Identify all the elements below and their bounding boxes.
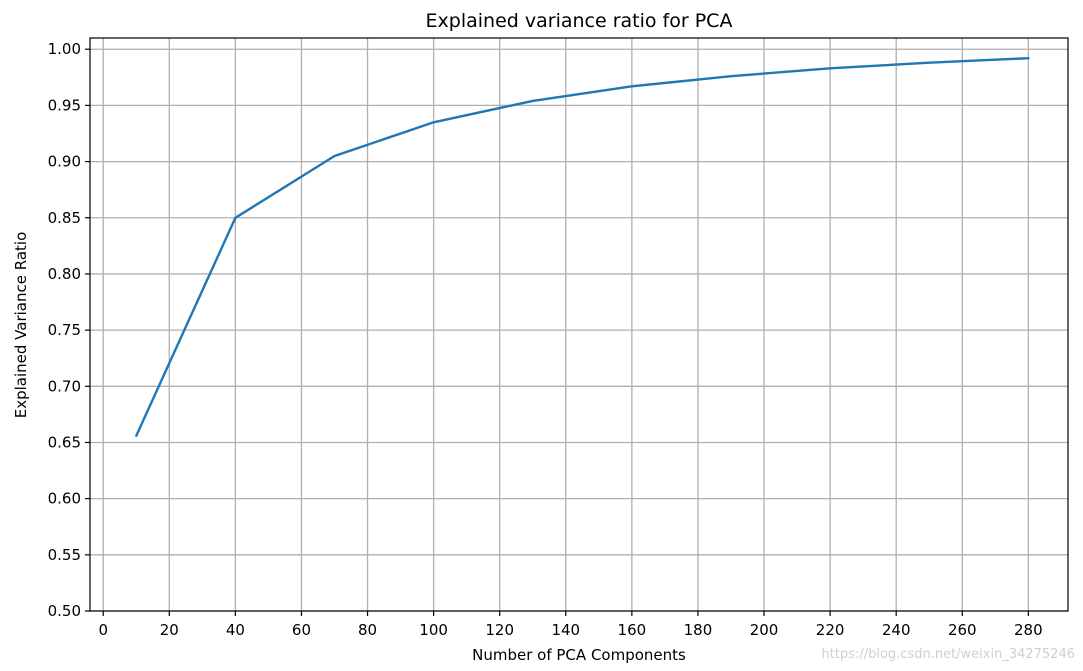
chart-title: Explained variance ratio for PCA [426,10,733,32]
x-tick-label: 40 [226,621,245,639]
x-tick-label: 100 [419,621,448,639]
y-tick-label: 0.85 [48,209,81,227]
x-tick-label: 260 [948,621,977,639]
x-axis: 0 20 40 60 80 100 120 140 160 180 200 220 240 260 280 [98,611,1043,639]
y-tick-label: 0.75 [48,321,81,339]
x-tick-label: 60 [292,621,311,639]
x-tick-label: 120 [485,621,514,639]
y-tick-label: 0.55 [48,546,81,564]
x-tick-label: 0 [98,621,108,639]
y-axis: 0.50 0.55 0.60 0.65 0.70 0.75 0.80 0.85 0.90 0.95… [48,40,90,620]
x-tick-label: 220 [816,621,845,639]
x-tick-label: 140 [551,621,580,639]
watermark-text: https://blog.csdn.net/weixin_34275246 [821,647,1075,662]
y-tick-label: 0.90 [48,153,81,171]
y-tick-label: 0.95 [48,96,81,114]
y-tick-label: 0.50 [48,602,81,620]
x-axis-label: Number of PCA Components [472,646,686,664]
x-tick-label: 20 [160,621,179,639]
series-line [135,57,1030,437]
x-tick-label: 280 [1014,621,1043,639]
x-tick-label: 200 [750,621,779,639]
y-tick-label: 0.70 [48,377,81,395]
y-tick-label: 0.65 [48,433,81,451]
x-tick-label: 240 [882,621,911,639]
y-tick-label: 0.80 [48,265,81,283]
grid [90,38,1068,612]
y-tick-label: 0.60 [48,490,81,508]
series-layer [135,57,1030,437]
y-axis-label: Explained Variance Ratio [12,232,30,419]
y-tick-label: 1.00 [48,40,81,58]
x-tick-label: 80 [358,621,377,639]
plot-frame [89,37,1069,612]
x-tick-label: 160 [618,621,647,639]
x-tick-label: 180 [684,621,713,639]
